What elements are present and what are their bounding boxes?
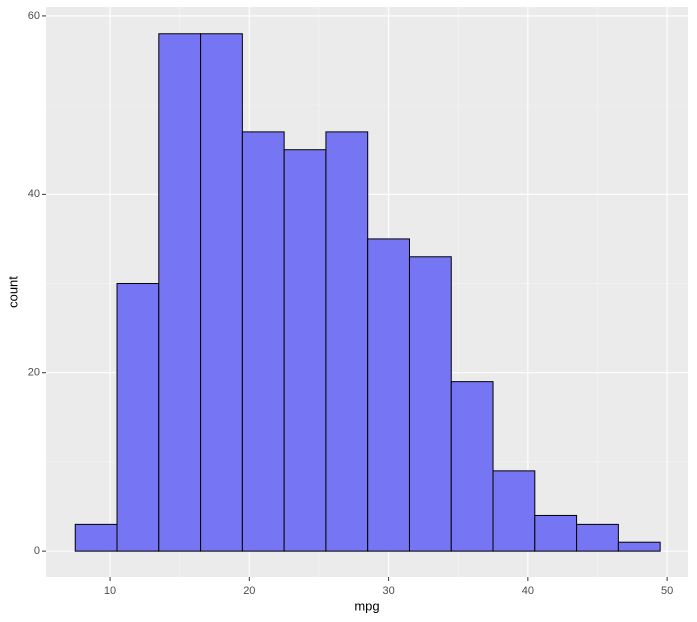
y-tick-label: 0: [34, 545, 40, 557]
x-tick-label: 20: [243, 585, 255, 597]
bar: [450, 381, 494, 552]
bar: [74, 523, 118, 552]
x-tick-label: 50: [661, 585, 673, 597]
bar: [534, 514, 578, 552]
y-tick-label: 20: [28, 367, 40, 379]
x-axis-title: mpg: [354, 598, 379, 613]
bar: [492, 470, 536, 552]
bar: [283, 149, 327, 552]
bar: [325, 131, 369, 552]
y-tick-label: 40: [28, 188, 40, 200]
bar: [617, 541, 661, 552]
bar: [408, 256, 452, 552]
x-tick-label: 30: [382, 585, 394, 597]
bar: [158, 33, 202, 552]
x-tick-label: 40: [522, 585, 534, 597]
bar: [241, 131, 285, 552]
x-tick-label: 10: [104, 585, 116, 597]
bar: [200, 33, 243, 552]
y-axis-title: count: [5, 276, 20, 308]
y-tick-label: 60: [28, 10, 40, 22]
bar: [116, 283, 160, 552]
bar: [367, 238, 410, 552]
bar: [576, 523, 619, 552]
